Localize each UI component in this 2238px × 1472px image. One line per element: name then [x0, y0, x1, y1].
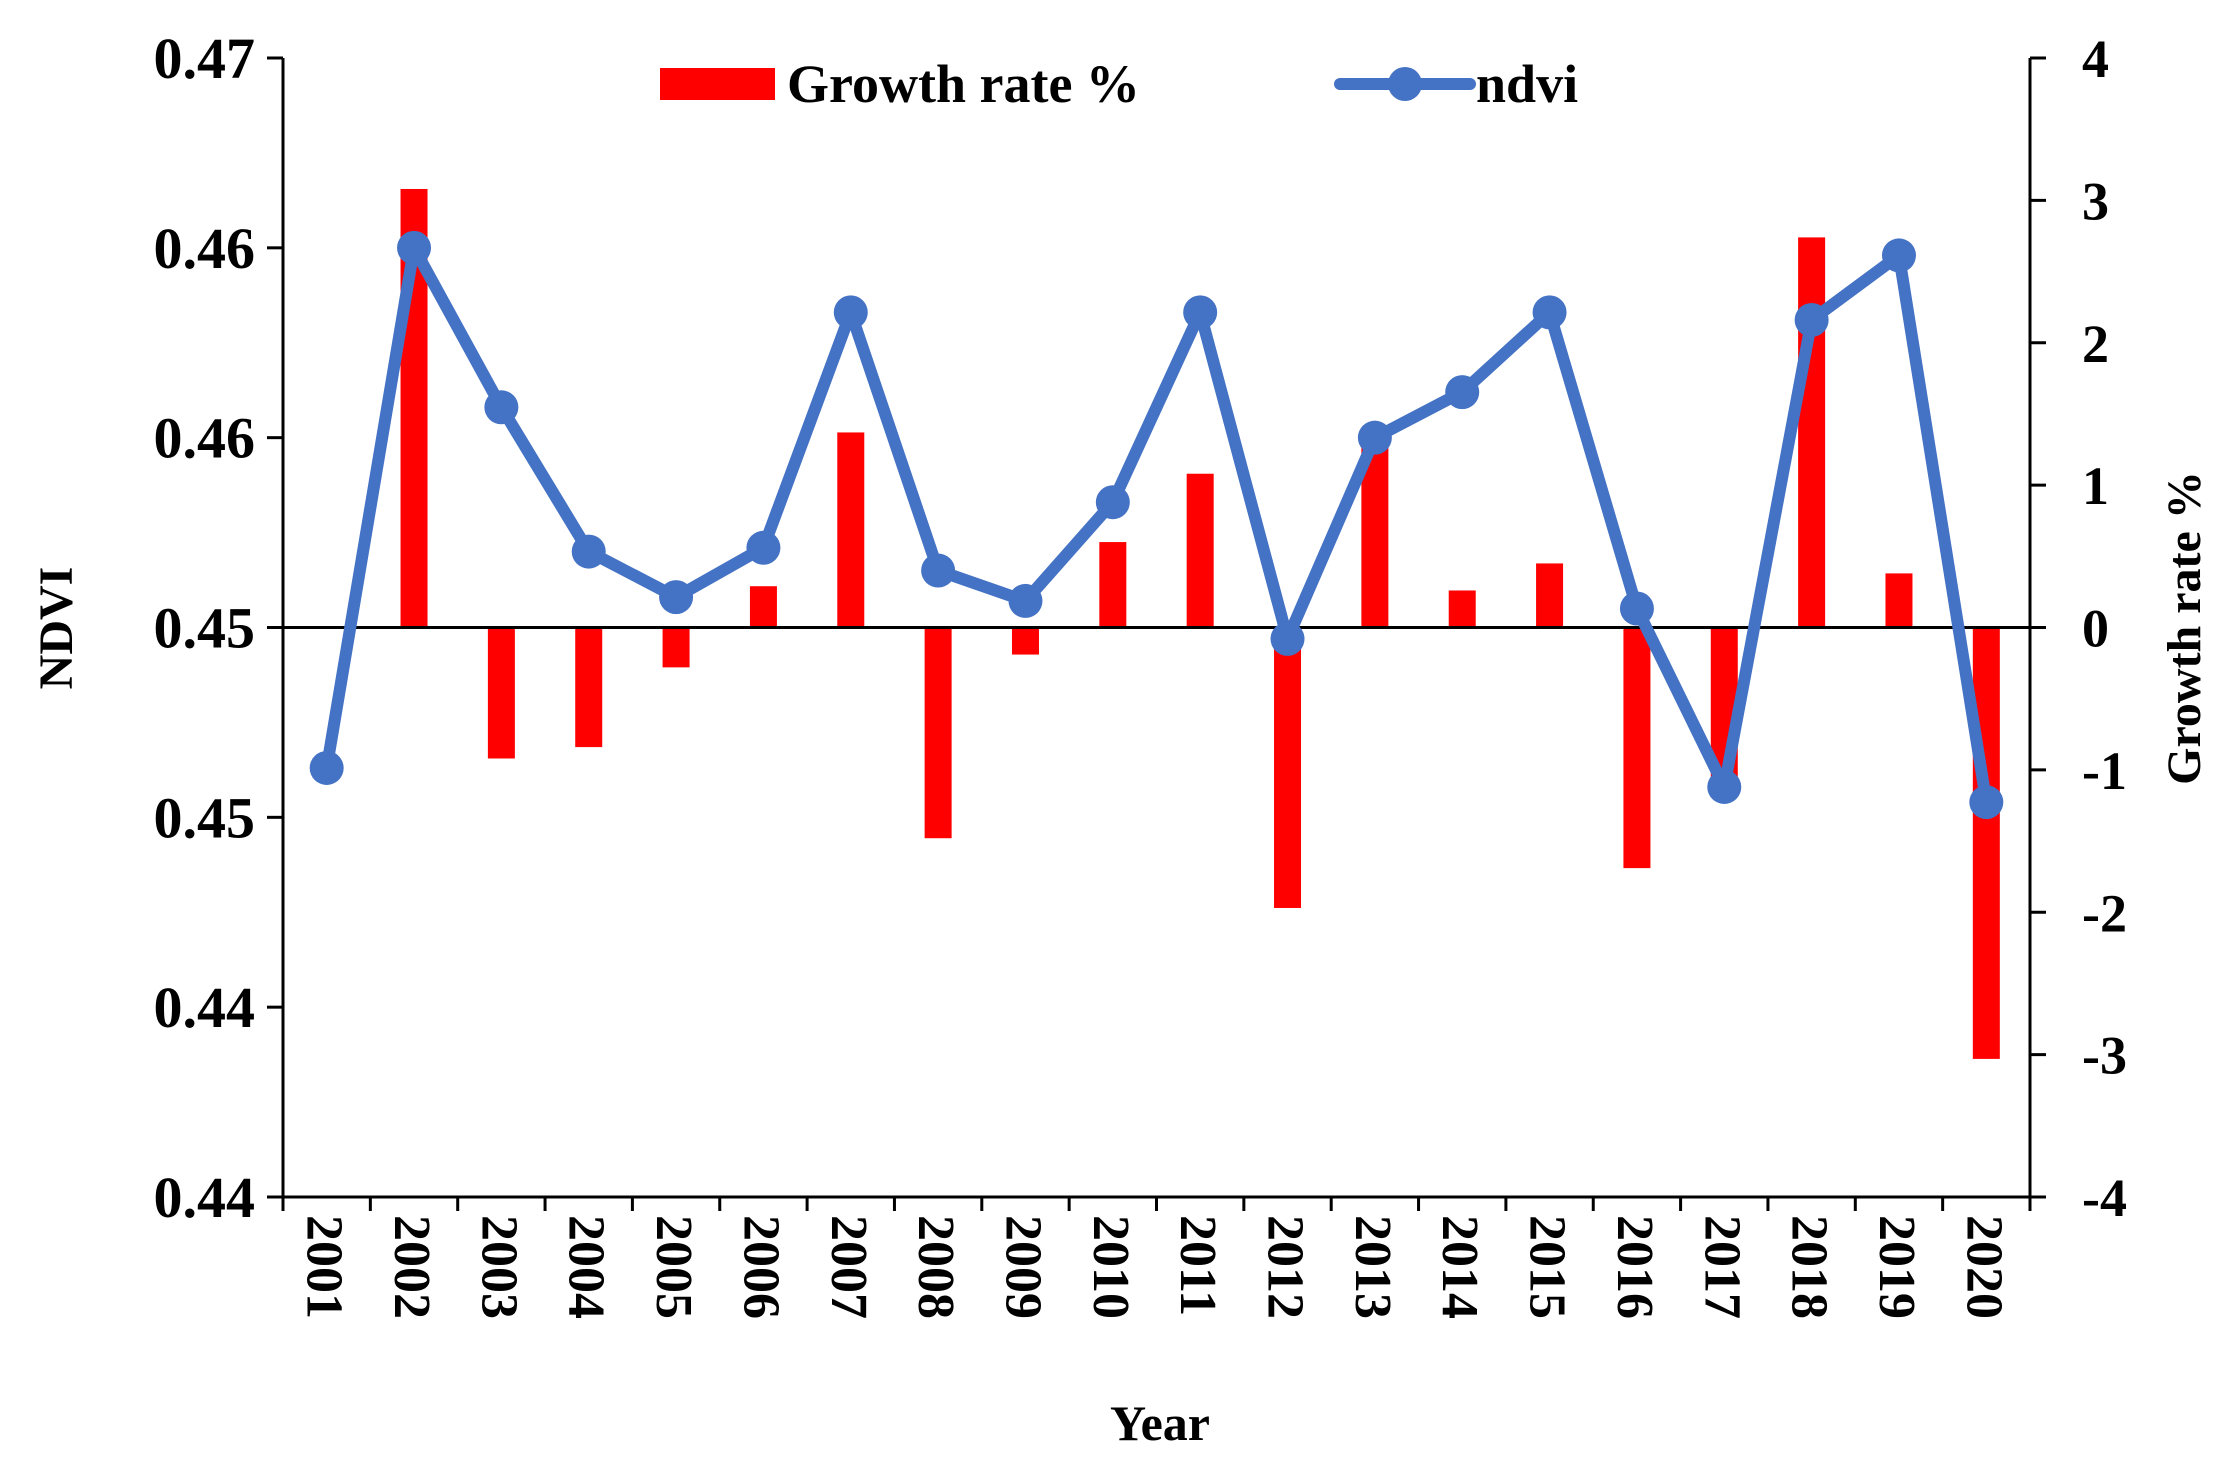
y2-tick-label: -2 — [2082, 883, 2127, 943]
axes: 0.44 0.44 0.45 0.45 0.46 0.46 0.47 -4 -3 -2 -1 0 1 2 3… — [154, 26, 2127, 1230]
ndvi-point-2014 — [1445, 375, 1480, 410]
y-tick-label: 0.45 — [154, 596, 256, 661]
ndvi-point-2009 — [1008, 583, 1043, 618]
x-axis-title: Year — [1110, 1395, 1210, 1451]
x-tick-label-2003: 2003 — [470, 1215, 527, 1319]
y2-tick-label: 2 — [2082, 314, 2109, 374]
x-tick-label-2015: 2015 — [1519, 1215, 1576, 1319]
y-tick-label: 0.46 — [154, 406, 256, 471]
y2-tick-label: -3 — [2082, 1026, 2127, 1086]
x-tick-label-2002: 2002 — [383, 1215, 440, 1319]
x-tick-label-2007: 2007 — [820, 1215, 877, 1319]
bar-2003 — [487, 627, 515, 759]
bar-2009 — [1011, 627, 1039, 655]
ndvi-point-2004 — [571, 534, 606, 569]
bar-2020 — [1972, 627, 2000, 1059]
ndvi-point-2007 — [833, 295, 868, 330]
legend-swatch-growth-rate — [660, 68, 775, 100]
y-tick-label: 0.45 — [154, 785, 256, 850]
x-tick-label-2009: 2009 — [994, 1215, 1051, 1319]
ndvi-point-2011 — [1183, 295, 1218, 330]
x-tick-label-2004: 2004 — [558, 1215, 615, 1319]
y-tick-label: 0.47 — [154, 26, 256, 91]
ndvi-point-2006 — [746, 530, 781, 565]
ndvi-line-series — [309, 230, 2004, 820]
y-tick-label: 0.46 — [154, 216, 256, 281]
legend-swatch-ndvi-marker — [1388, 67, 1422, 101]
y-axis-title: NDVI — [30, 567, 83, 690]
bar-2008 — [924, 627, 952, 839]
x-tick-label-2012: 2012 — [1257, 1215, 1314, 1319]
x-tick-label-2020: 2020 — [1955, 1215, 2012, 1319]
bar-2016 — [1623, 627, 1651, 869]
y2-tick-label: -1 — [2082, 741, 2127, 801]
bar-2019 — [1885, 573, 1913, 628]
bar-2012 — [1274, 627, 1302, 908]
x-tick-label-2016: 2016 — [1606, 1215, 1663, 1319]
ndvi-point-2008 — [921, 553, 956, 588]
bar-2014 — [1448, 590, 1476, 628]
legend-label-growth-rate: Growth rate % — [787, 54, 1140, 114]
ndvi-point-2017 — [1707, 769, 1742, 804]
bar-2010 — [1099, 542, 1127, 628]
x-tick-label-2014: 2014 — [1431, 1215, 1488, 1319]
legend-label-ndvi: ndvi — [1476, 54, 1578, 114]
y-tick-label: 0.44 — [154, 975, 256, 1040]
ndvi-point-2015 — [1532, 295, 1567, 330]
bar-2011 — [1186, 473, 1214, 628]
x-tick-label-2005: 2005 — [645, 1215, 702, 1319]
bar-2007 — [837, 432, 865, 628]
x-tick-label-2011: 2011 — [1169, 1215, 1226, 1316]
x-tick-label-2008: 2008 — [907, 1215, 964, 1319]
ndvi-point-2005 — [659, 580, 694, 615]
ndvi-point-2010 — [1095, 485, 1130, 520]
bar-2018 — [1798, 237, 1826, 628]
ndvi-point-2013 — [1357, 420, 1392, 455]
bar-2015 — [1536, 563, 1564, 628]
ndvi-point-2002 — [397, 230, 432, 265]
x-tick-label-2017: 2017 — [1693, 1215, 1750, 1319]
y2-axis-title: Growth rate % — [2158, 471, 2211, 785]
ndvi-point-2012 — [1270, 621, 1305, 656]
bar-2005 — [662, 627, 690, 668]
ndvi-point-2016 — [1619, 591, 1654, 626]
bar-2004 — [575, 627, 603, 748]
ndvi-point-2020 — [1969, 785, 2004, 820]
x-tick-label-2018: 2018 — [1781, 1215, 1838, 1319]
bar-2006 — [749, 586, 777, 628]
ndvi-point-2018 — [1794, 302, 1829, 337]
x-tick-label-2001: 2001 — [296, 1215, 353, 1319]
legend: Growth rate % ndvi — [660, 54, 1578, 114]
y-tick-label: 0.44 — [154, 1165, 256, 1230]
y2-tick-label: 0 — [2082, 599, 2109, 659]
y2-tick-label: 1 — [2082, 456, 2109, 516]
y2-tick-label: -4 — [2082, 1168, 2127, 1228]
x-tick-label-2010: 2010 — [1082, 1215, 1139, 1319]
ndvi-point-2003 — [484, 390, 519, 425]
x-tick-label-2013: 2013 — [1344, 1215, 1401, 1319]
x-tick-label-2006: 2006 — [732, 1215, 789, 1319]
x-tick-label-2019: 2019 — [1868, 1215, 1925, 1319]
x-tick-labels: 2001 2002 2003 2004 2005 2006 2007 2008 2009 2010… — [296, 1215, 2013, 1319]
ndvi-point-2001 — [309, 750, 344, 785]
ndvi-point-2019 — [1881, 238, 1916, 273]
y2-tick-label: 4 — [2082, 29, 2109, 89]
y2-tick-label: 3 — [2082, 171, 2109, 231]
